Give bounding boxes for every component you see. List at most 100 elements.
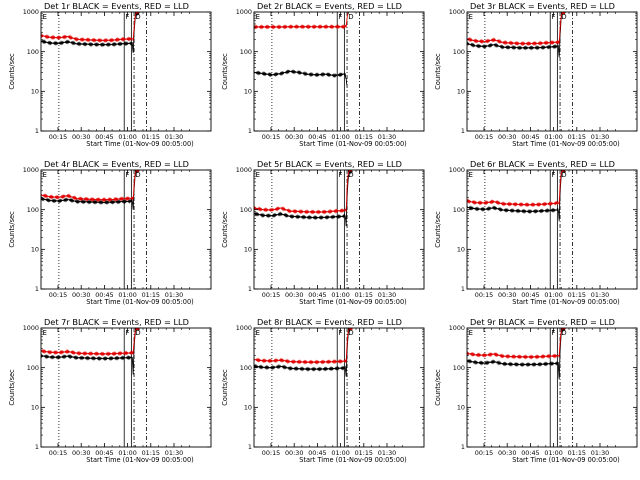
y-axis-label: Counts/sec <box>434 53 442 90</box>
x-tick-label: 01:00 <box>331 133 349 141</box>
panel-det-5r: Det 5r BLACK = Events, RED = LLD 1 10 100 10… <box>221 159 425 306</box>
series-events <box>467 12 566 58</box>
y-tick-label: 100 <box>240 48 252 56</box>
y-tick-label: 1000 <box>449 8 465 16</box>
y-tick-label: 10 <box>457 246 465 254</box>
panel-det-8r: Det 8r BLACK = Events, RED = LLD 1 10 100 10… <box>221 317 425 464</box>
x-tick-label: 01:15 <box>568 133 586 141</box>
y-tick-label: 10 <box>244 404 252 412</box>
x-tick-label: 01:00 <box>544 449 562 457</box>
x-tick-label: 00:30 <box>498 291 516 299</box>
y-tick-label: 1000 <box>236 166 252 174</box>
y-tick-label: 10 <box>31 404 39 412</box>
marker-e: E <box>469 13 473 21</box>
marker-e: E <box>469 329 473 337</box>
panel-det-4r: Det 4r BLACK = Events, RED = LLD 1 10 100 10… <box>8 159 212 306</box>
y-tick-label: 1 <box>35 285 39 293</box>
series-lld <box>254 328 353 365</box>
marker-f: F <box>551 13 555 21</box>
y-tick-label: 1 <box>35 443 39 451</box>
y-tick-label: 10 <box>244 88 252 96</box>
y-tick-label: 10 <box>31 88 39 96</box>
panel-det-6r: Det 6r BLACK = Events, RED = LLD 1 10 100 10… <box>434 159 638 306</box>
plot-area <box>254 328 360 447</box>
x-tick-label: 00:45 <box>521 133 539 141</box>
marker-e: E <box>43 329 47 337</box>
x-tick-label: 01:00 <box>118 133 136 141</box>
panel-title: Det 9r BLACK = Events, RED = LLD <box>470 317 615 327</box>
plot-area <box>41 328 147 447</box>
x-tick-label: 01:00 <box>544 133 562 141</box>
x-tick-label: 01:30 <box>591 291 609 299</box>
series-events <box>41 170 140 210</box>
axes-frame <box>40 327 212 448</box>
series-events <box>41 12 140 53</box>
y-tick-label: 1000 <box>23 166 39 174</box>
y-tick-label: 1 <box>248 285 252 293</box>
x-tick-label: 01:30 <box>378 449 396 457</box>
x-axis-label: Start Time (01-Nov-09 00:05:00) <box>86 140 194 148</box>
y-tick-label: 100 <box>27 364 39 372</box>
x-tick-label: 01:15 <box>355 291 373 299</box>
plot-area <box>254 12 360 131</box>
panel-title: Det 5r BLACK = Events, RED = LLD <box>257 159 402 169</box>
panel-det-7r: Det 7r BLACK = Events, RED = LLD 1 10 100 10… <box>8 317 212 464</box>
series-events <box>254 170 353 227</box>
y-tick-label: 10 <box>31 246 39 254</box>
x-tick-label: 01:00 <box>118 449 136 457</box>
series-events <box>467 328 566 380</box>
panel-det-3r: Det 3r BLACK = Events, RED = LLD 1 10 100 10… <box>434 1 638 148</box>
marker-e: E <box>469 171 473 179</box>
y-tick-label: 100 <box>27 48 39 56</box>
x-tick-label: 01:00 <box>331 291 349 299</box>
panel-title: Det 3r BLACK = Events, RED = LLD <box>470 1 615 11</box>
y-tick-label: 1 <box>35 127 39 135</box>
axes-frame <box>253 11 425 132</box>
x-tick-label: 01:15 <box>142 133 160 141</box>
x-tick-label: 00:30 <box>498 133 516 141</box>
x-axis-label: Start Time (01-Nov-09 00:05:00) <box>299 456 407 464</box>
y-tick-label: 1000 <box>23 8 39 16</box>
y-tick-label: 100 <box>453 364 465 372</box>
y-tick-label: 1 <box>248 127 252 135</box>
series-lld <box>41 12 140 43</box>
marker-f: F <box>338 329 342 337</box>
series-events <box>41 328 140 375</box>
panel-title: Det 8r BLACK = Events, RED = LLD <box>257 317 402 327</box>
plot-area <box>467 170 573 289</box>
series-lld <box>467 12 566 47</box>
marker-e: E <box>256 13 260 21</box>
x-tick-label: 00:45 <box>308 133 326 141</box>
marker-f: F <box>125 171 129 179</box>
x-axis-label: Start Time (01-Nov-09 00:05:00) <box>299 140 407 148</box>
marker-e: E <box>256 171 260 179</box>
x-tick-label: 01:15 <box>568 291 586 299</box>
y-tick-label: 1 <box>461 285 465 293</box>
x-tick-label: 00:45 <box>95 291 113 299</box>
y-tick-label: 10 <box>457 88 465 96</box>
panel-title: Det 6r BLACK = Events, RED = LLD <box>470 159 615 169</box>
axes-frame <box>253 327 425 448</box>
y-axis-label: Counts/sec <box>8 369 16 406</box>
plot-area <box>41 12 147 131</box>
x-tick-label: 00:15 <box>262 291 280 299</box>
panel-det-9r: Det 9r BLACK = Events, RED = LLD 1 10 100 10… <box>434 317 638 464</box>
y-tick-label: 100 <box>240 364 252 372</box>
x-tick-label: 00:45 <box>95 133 113 141</box>
y-tick-label: 1000 <box>449 324 465 332</box>
series-lld <box>41 170 140 203</box>
y-axis-label: Counts/sec <box>8 53 16 90</box>
x-tick-label: 00:45 <box>521 291 539 299</box>
x-tick-label: 00:15 <box>475 133 493 141</box>
x-tick-label: 01:30 <box>165 291 183 299</box>
panel-title: Det 1r BLACK = Events, RED = LLD <box>44 1 189 11</box>
axes-frame <box>466 327 638 448</box>
x-axis-label: Start Time (01-Nov-09 00:05:00) <box>512 456 620 464</box>
plot-area <box>254 170 360 289</box>
marker-e: E <box>43 13 47 21</box>
y-tick-label: 100 <box>453 206 465 214</box>
axes-frame <box>40 169 212 290</box>
x-tick-label: 01:30 <box>591 449 609 457</box>
x-tick-label: 01:15 <box>142 449 160 457</box>
